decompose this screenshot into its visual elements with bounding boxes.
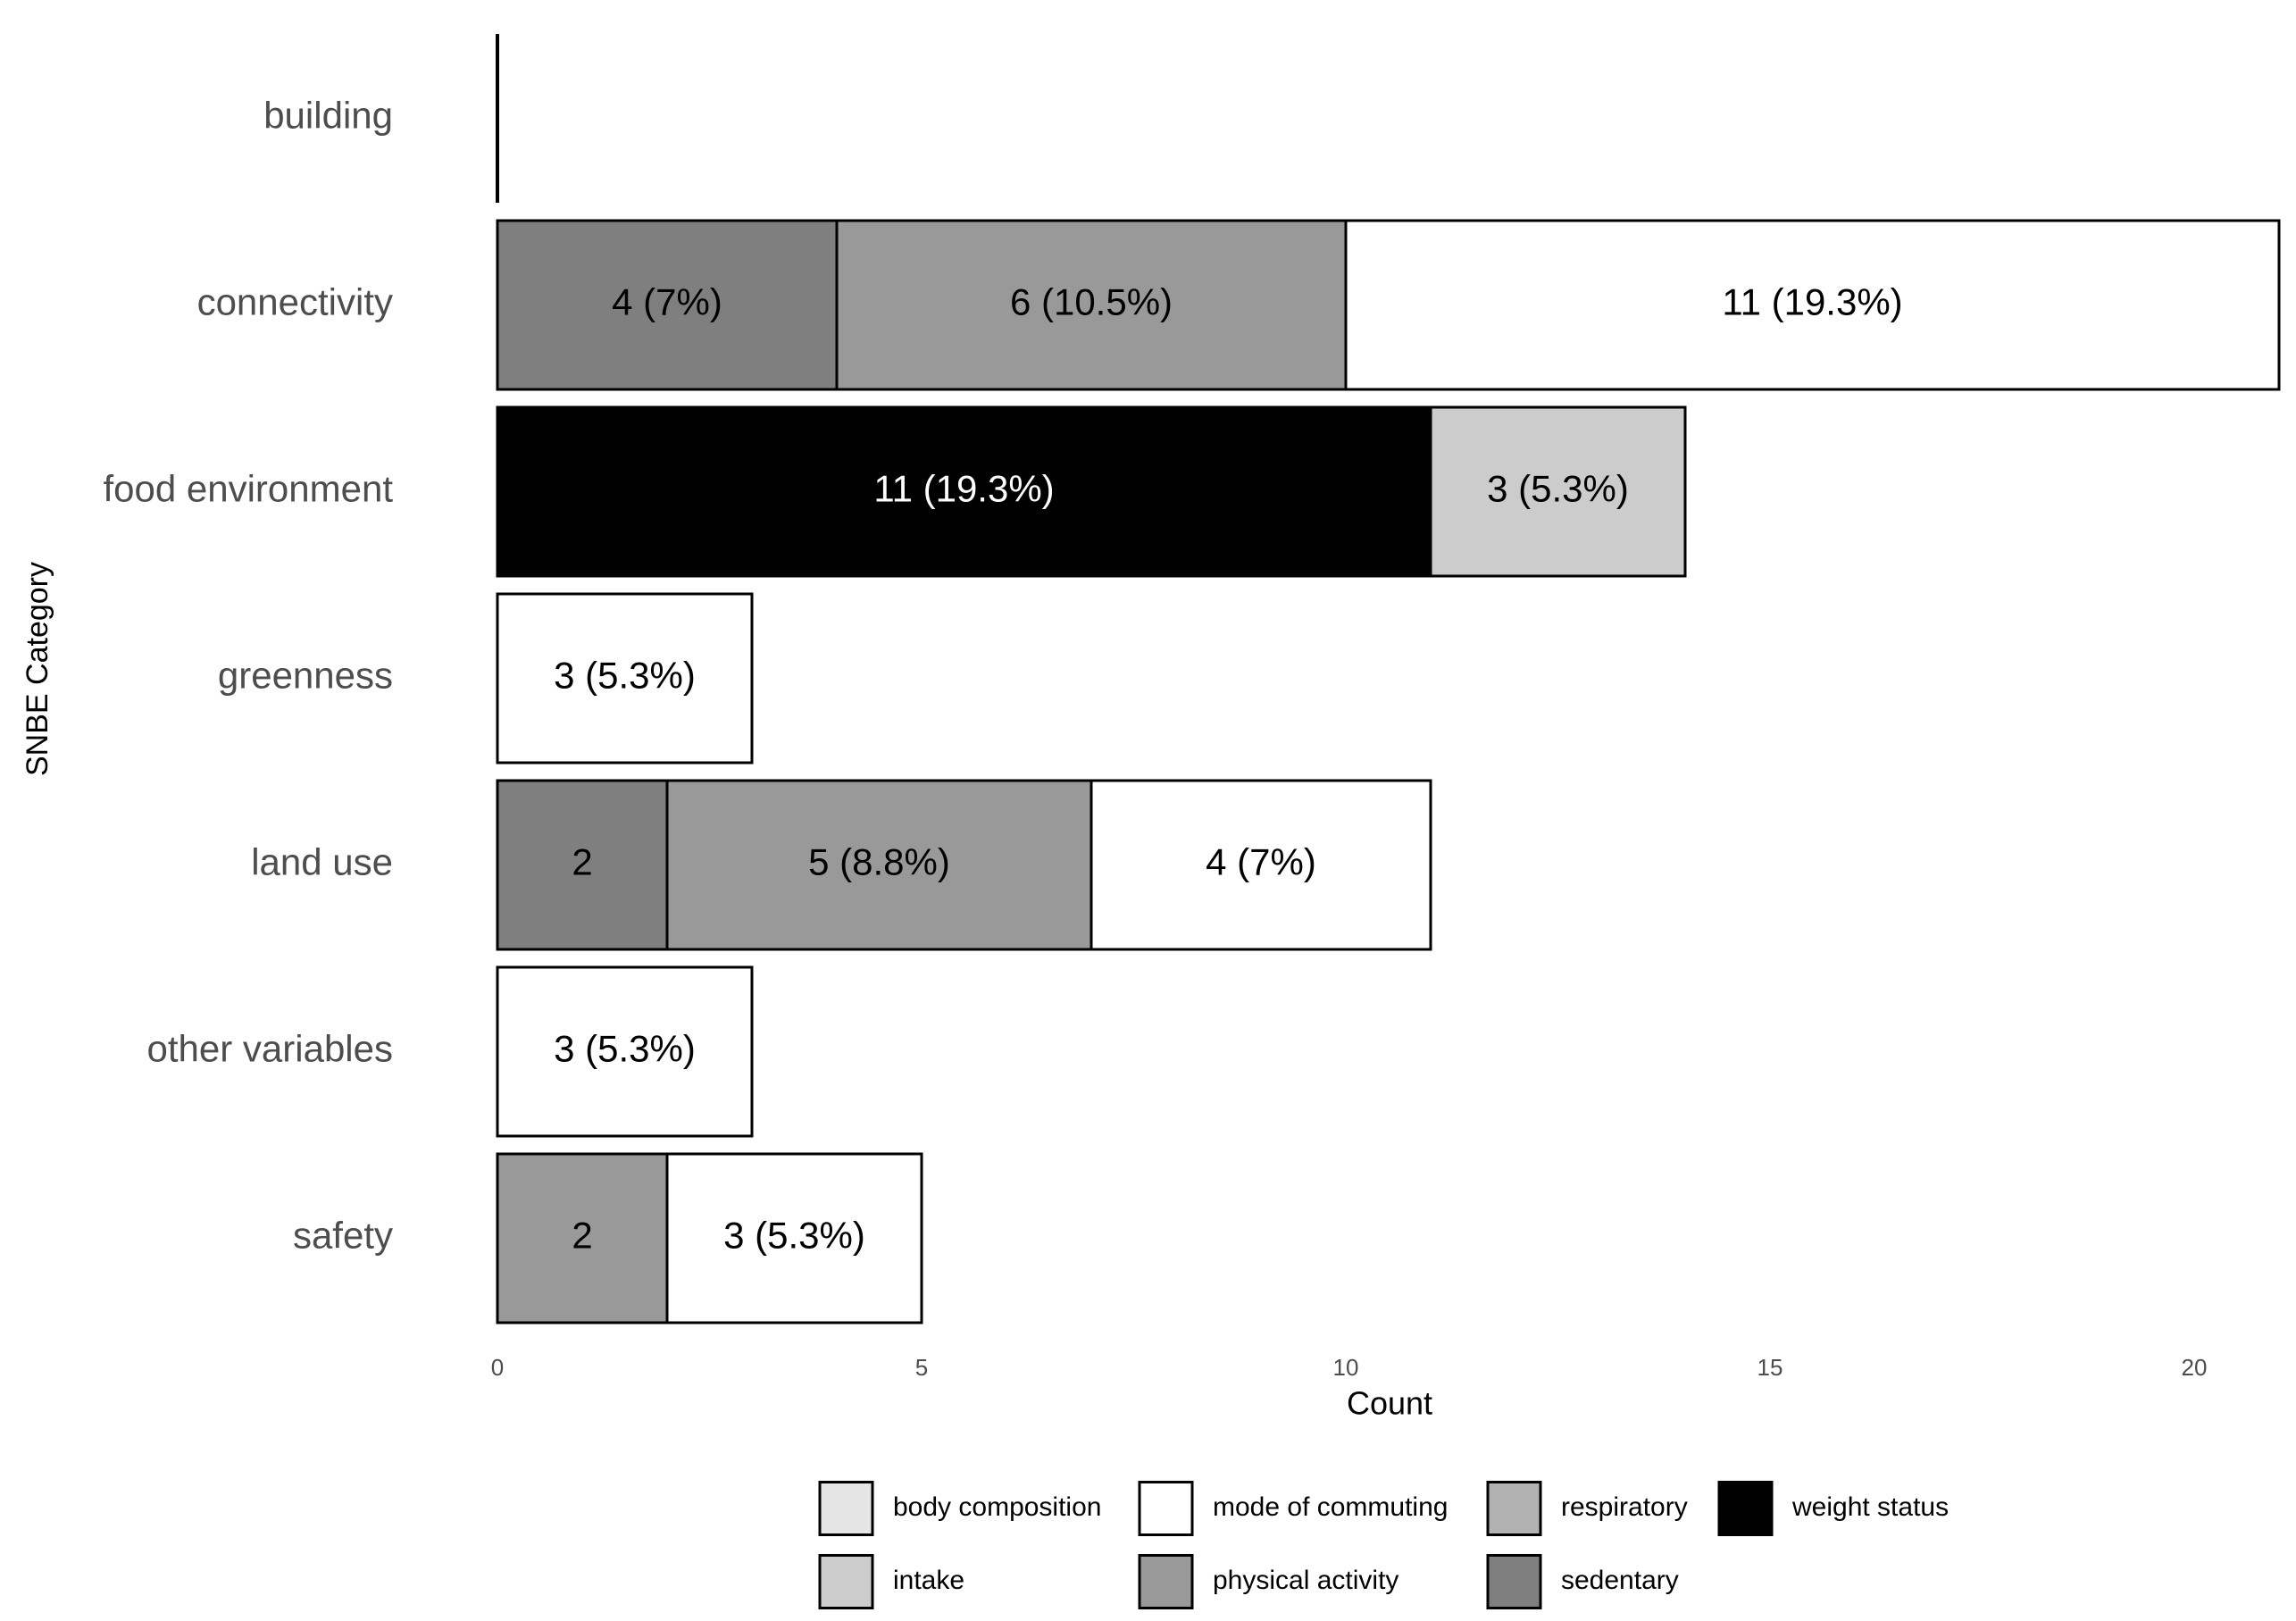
data-label: 3 (5.3%) (1487, 468, 1629, 510)
legend-swatch (1138, 1554, 1194, 1609)
bar (665, 1152, 923, 1324)
data-label: 4 (7%) (1206, 841, 1316, 883)
x-tick-label: 5 (915, 1354, 928, 1381)
legend-swatch (818, 1554, 874, 1609)
x-axis-title: Count (1347, 1385, 1432, 1422)
data-label: 3 (5.3%) (554, 1028, 696, 1070)
legend-label: mode of commuting (1213, 1492, 1448, 1522)
data-label: 6 (10.5%) (1010, 281, 1173, 323)
bar (496, 1152, 669, 1324)
y-tick-label: land use (251, 841, 393, 883)
bar (496, 592, 754, 765)
legend-label: weight status (1791, 1492, 1949, 1522)
x-tick-label: 0 (491, 1354, 504, 1381)
bar (496, 219, 839, 391)
legend-swatch (1717, 1481, 1774, 1536)
y-tick-label: safety (293, 1215, 393, 1257)
data-label: 5 (8.8%) (808, 841, 950, 883)
legend-label: physical activity (1213, 1566, 1398, 1595)
y-tick-label: building (263, 95, 393, 137)
bar (835, 219, 1348, 391)
y-tick-label: connectivity (197, 281, 393, 323)
legend-swatch (1486, 1481, 1542, 1536)
data-label: 3 (5.3%) (723, 1215, 865, 1257)
y-tick-label: other variables (147, 1028, 393, 1070)
data-label: 3 (5.3%) (554, 655, 696, 697)
bar (1090, 779, 1432, 951)
data-label: 11 (19.3%) (1722, 281, 1902, 323)
bar (496, 965, 754, 1138)
bar (665, 779, 1093, 951)
bar (1429, 405, 1687, 578)
data-label: 11 (19.3%) (873, 468, 1054, 510)
legend-label: sedentary (1561, 1566, 1679, 1595)
x-tick-label: 20 (2182, 1354, 2208, 1381)
legend-label: respiratory (1561, 1492, 1688, 1522)
legend-swatch (1486, 1554, 1542, 1609)
y-tick-label: food environment (103, 468, 393, 510)
legend-label: body composition (893, 1492, 1101, 1522)
data-label: 2 (572, 1215, 592, 1257)
x-tick-label: 10 (1333, 1354, 1359, 1381)
y-axis-title: SNBE Category (21, 562, 54, 776)
legend-label: intake (893, 1566, 964, 1595)
legend-swatch (818, 1481, 874, 1536)
legend-swatch (1138, 1481, 1194, 1536)
y-tick-label: greenness (218, 655, 393, 697)
x-tick-label: 15 (1757, 1354, 1783, 1381)
data-label: 4 (7%) (612, 281, 722, 323)
bar (1344, 219, 2281, 391)
data-label: 2 (572, 841, 592, 883)
